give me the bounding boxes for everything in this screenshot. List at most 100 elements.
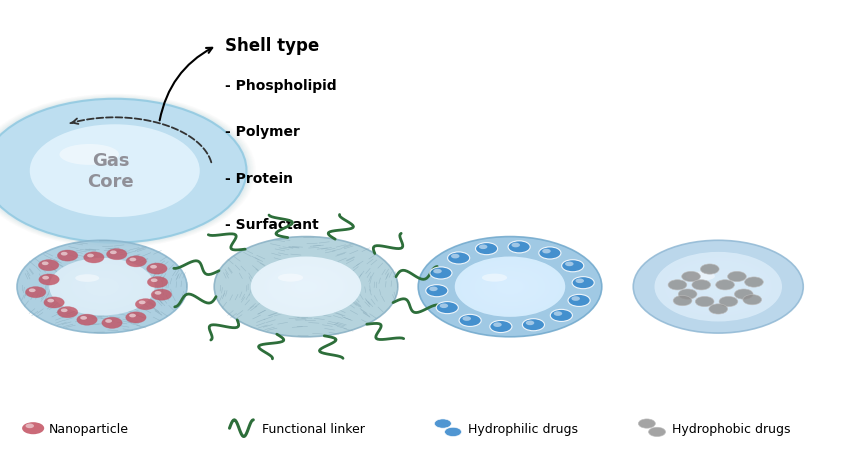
Circle shape — [147, 263, 167, 275]
Circle shape — [685, 269, 751, 305]
Text: Shell type: Shell type — [225, 37, 320, 55]
Circle shape — [455, 257, 565, 317]
Circle shape — [150, 265, 157, 269]
Circle shape — [678, 289, 697, 300]
Circle shape — [695, 297, 714, 307]
Circle shape — [490, 321, 512, 333]
Circle shape — [102, 318, 122, 329]
Circle shape — [713, 284, 723, 290]
Text: Hydrophilic drugs: Hydrophilic drugs — [468, 422, 578, 435]
Circle shape — [430, 267, 452, 279]
Circle shape — [87, 254, 94, 258]
Circle shape — [523, 319, 545, 331]
Circle shape — [550, 310, 572, 322]
Circle shape — [286, 276, 326, 298]
Circle shape — [76, 314, 97, 325]
Circle shape — [654, 252, 782, 322]
Circle shape — [58, 307, 78, 318]
Circle shape — [633, 241, 803, 333]
Circle shape — [151, 289, 172, 300]
Circle shape — [22, 422, 44, 434]
Circle shape — [72, 271, 132, 303]
Circle shape — [273, 269, 339, 305]
Circle shape — [743, 295, 762, 305]
Circle shape — [690, 272, 746, 302]
Circle shape — [0, 100, 246, 243]
Circle shape — [68, 269, 136, 306]
Circle shape — [473, 267, 547, 307]
Circle shape — [496, 280, 524, 294]
Ellipse shape — [76, 275, 99, 282]
Circle shape — [434, 419, 451, 428]
Circle shape — [44, 297, 65, 308]
Circle shape — [26, 424, 34, 428]
Circle shape — [302, 285, 310, 289]
Circle shape — [58, 250, 78, 262]
Circle shape — [475, 243, 497, 255]
Circle shape — [262, 263, 350, 311]
Circle shape — [492, 277, 528, 297]
Circle shape — [462, 317, 471, 321]
Circle shape — [474, 268, 546, 307]
Circle shape — [703, 279, 734, 295]
Circle shape — [299, 283, 313, 291]
Ellipse shape — [278, 274, 303, 282]
Circle shape — [448, 252, 470, 264]
Circle shape — [295, 281, 317, 293]
Circle shape — [71, 270, 133, 304]
Text: - Phospholipid: - Phospholipid — [225, 79, 337, 93]
Circle shape — [700, 277, 736, 297]
Circle shape — [693, 273, 744, 301]
Circle shape — [0, 99, 247, 244]
Circle shape — [539, 247, 561, 259]
Circle shape — [675, 263, 762, 311]
Circle shape — [60, 264, 144, 310]
Ellipse shape — [482, 274, 507, 282]
Circle shape — [292, 280, 320, 294]
Circle shape — [436, 302, 458, 314]
Circle shape — [270, 268, 342, 307]
Circle shape — [110, 251, 116, 255]
Circle shape — [275, 270, 337, 304]
Circle shape — [484, 273, 536, 301]
Circle shape — [493, 323, 501, 327]
Circle shape — [575, 279, 584, 283]
Circle shape — [418, 237, 602, 337]
Circle shape — [502, 282, 518, 292]
Circle shape — [62, 265, 142, 309]
Circle shape — [85, 278, 119, 296]
Circle shape — [673, 296, 692, 306]
Circle shape — [0, 100, 246, 243]
Circle shape — [150, 279, 157, 282]
Circle shape — [61, 309, 68, 313]
Circle shape — [508, 241, 530, 253]
Circle shape — [706, 280, 731, 294]
Circle shape — [80, 316, 87, 320]
Text: - Protein: - Protein — [225, 171, 293, 185]
Circle shape — [89, 280, 115, 294]
Circle shape — [670, 261, 767, 313]
Circle shape — [42, 276, 49, 280]
Circle shape — [129, 258, 136, 262]
Circle shape — [479, 245, 487, 250]
Circle shape — [506, 285, 514, 289]
Circle shape — [677, 265, 759, 309]
Circle shape — [76, 273, 128, 301]
Circle shape — [638, 419, 655, 428]
Circle shape — [649, 427, 666, 437]
Circle shape — [135, 299, 156, 310]
Circle shape — [466, 263, 554, 311]
Circle shape — [728, 272, 746, 282]
Circle shape — [38, 260, 59, 271]
Circle shape — [488, 275, 532, 299]
Circle shape — [126, 312, 146, 323]
Circle shape — [64, 266, 140, 308]
Circle shape — [264, 264, 348, 310]
Circle shape — [507, 286, 513, 288]
Circle shape — [734, 289, 753, 300]
Circle shape — [719, 297, 738, 307]
Circle shape — [499, 281, 521, 293]
Circle shape — [470, 265, 550, 309]
Circle shape — [49, 258, 155, 316]
Circle shape — [83, 252, 104, 263]
